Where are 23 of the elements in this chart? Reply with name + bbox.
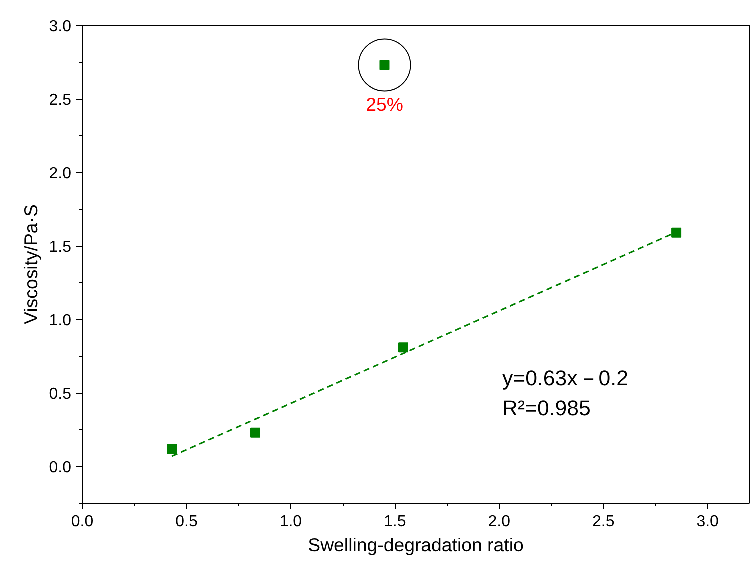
y-axis-title: Viscosity/Pa·S (20, 204, 42, 324)
annotation: R²=0.985 (502, 396, 591, 420)
x-tick-label: 3.0 (696, 514, 720, 530)
y-tick-label: 2.0 (49, 166, 72, 183)
y-tick-label: 3.0 (49, 18, 72, 36)
x-tick-label: 1.5 (384, 514, 406, 530)
y-tick-label: 0.5 (49, 386, 72, 404)
y-tick-label: 1.5 (49, 239, 72, 256)
x-tick-label: 2.5 (592, 514, 615, 530)
y-tick-label: 0.0 (49, 460, 72, 477)
x-tick-label: 1.0 (280, 514, 302, 530)
x-tick-label: 0.0 (71, 514, 94, 530)
x-axis-title: Swelling-degradation ratio (308, 534, 524, 556)
x-tick-label: 0.5 (176, 514, 198, 530)
annotation: 25% (366, 94, 404, 116)
point (672, 228, 682, 238)
point (167, 444, 178, 454)
y-tick-label: 1.0 (49, 312, 72, 330)
x-tick-label: 2.0 (488, 514, 511, 530)
y-tick-label: 2.5 (49, 92, 72, 110)
point (398, 342, 408, 353)
point (250, 428, 261, 438)
annotation: y=0.63x－0.2 (502, 366, 628, 390)
